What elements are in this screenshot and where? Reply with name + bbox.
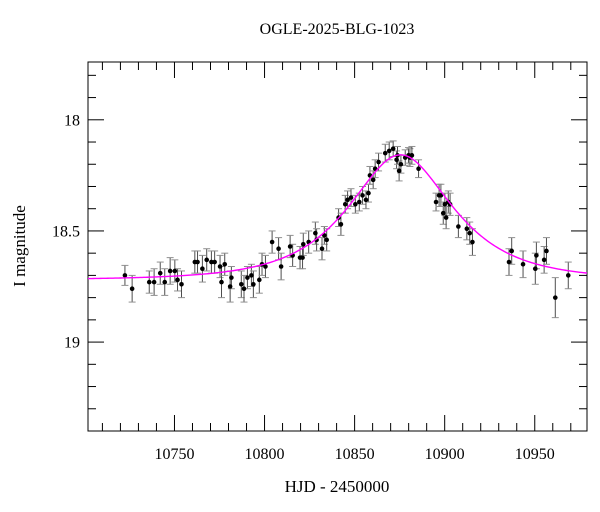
chart-title: OGLE-2025-BLG-1023 — [260, 21, 415, 38]
data-point — [129, 286, 135, 292]
data-point — [440, 210, 446, 216]
data-point — [520, 261, 526, 267]
data-point — [249, 273, 254, 278]
data-point — [416, 166, 421, 171]
data-point — [534, 253, 539, 258]
data-point — [245, 275, 250, 280]
data-point — [322, 233, 327, 238]
data-point — [251, 281, 256, 287]
data-point — [390, 146, 396, 151]
plot-area: 10750 10800 10850 10900 10950 18 18.5 19 — [52, 61, 588, 463]
data-point — [345, 197, 350, 203]
data-point — [146, 279, 152, 285]
x-tick-label: 10800 — [245, 446, 285, 463]
data-point — [324, 237, 329, 243]
data-point — [167, 268, 173, 274]
data-point — [204, 257, 210, 263]
data-point — [212, 259, 217, 265]
data-point — [287, 244, 293, 249]
data-point — [222, 261, 228, 267]
model-curve — [87, 154, 588, 280]
data-point — [353, 201, 358, 207]
data-point — [239, 281, 244, 287]
data-point — [565, 273, 571, 278]
y-tick-label: 18.5 — [52, 223, 80, 240]
x-tick-label: 10850 — [335, 446, 375, 463]
data-point — [278, 264, 284, 269]
data-point — [366, 190, 371, 196]
data-point — [363, 197, 369, 203]
data-point — [175, 277, 180, 283]
data-point — [151, 279, 157, 285]
data-point — [467, 230, 473, 236]
data-point — [382, 150, 388, 156]
data-point — [200, 266, 205, 272]
data-point — [241, 286, 247, 292]
data-point — [396, 168, 402, 174]
data-point — [276, 246, 281, 252]
data-point — [470, 239, 475, 245]
data-point — [313, 230, 318, 236]
data-point — [179, 281, 184, 287]
data-point — [209, 259, 214, 265]
data-point — [532, 266, 538, 272]
data-point — [157, 270, 163, 276]
x-axis-label: HJD - 2450000 — [285, 477, 390, 496]
x-tick-label: 10900 — [425, 446, 465, 463]
data-point — [464, 226, 470, 232]
data-point — [300, 255, 305, 260]
data-point — [342, 201, 348, 207]
y-tick-label: 18 — [64, 112, 80, 129]
data-point — [506, 259, 512, 265]
data-point — [433, 199, 439, 205]
data-point — [456, 224, 461, 229]
data-point — [442, 201, 448, 207]
data-point — [172, 268, 178, 274]
data-point — [162, 279, 168, 285]
data-point — [356, 199, 362, 205]
data-point — [257, 277, 262, 283]
data-point — [319, 246, 325, 252]
data-point — [438, 193, 444, 198]
data-point — [360, 193, 365, 198]
data-point — [541, 257, 547, 263]
data-point — [217, 264, 223, 269]
data-point — [398, 161, 404, 167]
data-point — [227, 284, 233, 289]
y-axis-label: I magnitude — [10, 205, 29, 287]
data-point — [195, 259, 200, 265]
data-point — [376, 159, 381, 165]
data-point — [263, 264, 268, 269]
data-point — [370, 177, 376, 183]
data-point — [348, 195, 354, 200]
data-point — [229, 275, 234, 280]
x-tick-label: 10950 — [515, 446, 555, 463]
x-tick-label: 10750 — [154, 446, 194, 463]
plot-border — [87, 61, 588, 432]
data-point — [443, 215, 449, 220]
data-point — [509, 248, 514, 254]
data-point — [269, 239, 275, 245]
data-point — [394, 157, 399, 163]
data-point — [338, 221, 344, 227]
data-point — [386, 148, 392, 154]
data-point — [552, 295, 558, 300]
y-tick-label: 19 — [64, 335, 80, 352]
data-point — [219, 279, 224, 285]
data-point — [122, 273, 128, 278]
data-point — [409, 153, 415, 158]
data-point — [300, 241, 306, 247]
data-point — [544, 248, 549, 254]
